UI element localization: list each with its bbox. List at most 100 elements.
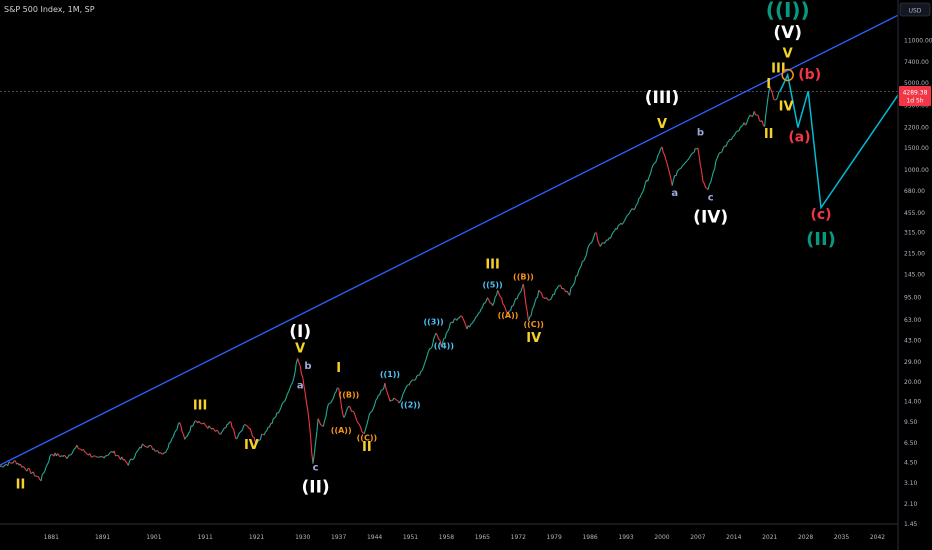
price-segment [771,92,775,100]
price-segment [657,152,660,156]
price-segment [162,452,165,455]
price-segment [315,431,318,443]
price-segment [438,338,441,341]
y-tick-label: 4.50 [904,460,918,467]
price-segment [512,302,515,307]
price-segment [456,318,459,321]
price-segment [394,398,397,401]
price-segment [647,176,650,182]
price-segment [689,153,692,157]
price-axis[interactable]: 11000.00 7400.00 5000.00 3300.00 2200.00 1500… [904,37,932,528]
price-segment [776,92,780,98]
price-segment [676,169,680,172]
price-segment [363,428,367,434]
price-segment [431,339,435,347]
price-segment [584,255,587,259]
price-segment [736,130,738,133]
price-segment [468,323,472,328]
price-segment [680,165,683,169]
price-segment [764,113,767,127]
price-segment [728,138,731,142]
price-segment [570,286,573,289]
price-segment [770,89,773,94]
price-segment [648,173,651,178]
price-segment [535,297,538,299]
price-segment [555,288,558,291]
currency-text: USD [909,8,922,15]
x-tick-label: 1881 [44,534,59,541]
price-segment [471,321,474,324]
price-segment [702,181,705,184]
price-segment [59,455,62,458]
price-segment [691,152,694,155]
price-segment [542,296,545,299]
price-segment [386,392,390,397]
price-segment [57,453,60,456]
price-segment [349,407,353,412]
wave-label: IV [244,438,259,453]
price-segment [208,425,211,429]
price-segment [440,342,444,347]
price-segment [470,323,473,325]
price-segment [117,455,120,458]
price-segment [23,467,27,471]
price-segment [61,455,64,458]
price-segment [707,184,710,190]
price-segment [337,387,339,390]
wave-label: V [783,47,793,62]
price-segment [366,419,369,425]
price-segment [334,391,337,394]
price-segment [701,171,704,182]
price-segment [244,424,247,426]
price-segment [71,450,74,455]
currency-label[interactable]: USD [899,2,931,17]
wave-label: ((A)) [331,426,352,435]
price-segment [526,311,530,321]
price-segment [281,401,284,404]
y-tick-label: 95.00 [904,295,921,302]
price-segment [744,122,748,126]
price-segment [618,224,620,226]
price-segment [403,388,406,393]
x-tick-label: 1951 [403,534,418,541]
price-segment [426,351,430,356]
price-segment [357,422,360,425]
price-segment [402,391,405,395]
price-segment [330,399,333,403]
price-segment [186,432,190,437]
time-axis[interactable]: 1881 1891 1901 1911 1921 1930 1937 1944 1951 1958… [44,534,886,541]
price-segment [716,154,719,159]
trendline[interactable] [0,14,899,466]
price-segment [487,297,490,301]
price-segment [250,432,254,438]
price-segment [683,162,686,165]
price-segment [703,183,707,188]
price-tag: 4289.38 1d 5h [899,86,931,106]
price-segment [420,370,423,373]
price-segment [212,427,215,431]
price-segment [247,426,250,429]
price-segment [108,451,111,455]
price-segment [393,397,396,400]
price-segment [546,297,549,300]
price-segment [221,429,224,433]
price-segment [741,124,744,127]
x-tick-label: 1930 [295,534,310,541]
price-segment [40,474,43,481]
price-segment [708,181,712,185]
price-segment [715,158,718,162]
price-segment [313,442,317,454]
price-segment [49,454,52,457]
price-segment [510,305,513,311]
price-segment [629,209,632,213]
price-segment [610,234,613,239]
price-segment [14,460,18,465]
price-segment [527,316,531,322]
price-segment [166,447,169,451]
price-segment [642,188,645,193]
price-segment [634,204,637,209]
price-segment [253,437,256,442]
price-segment [44,466,47,472]
price-segment [462,318,465,322]
